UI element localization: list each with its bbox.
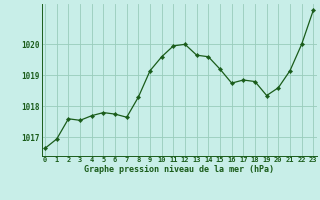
X-axis label: Graphe pression niveau de la mer (hPa): Graphe pression niveau de la mer (hPa) — [84, 165, 274, 174]
